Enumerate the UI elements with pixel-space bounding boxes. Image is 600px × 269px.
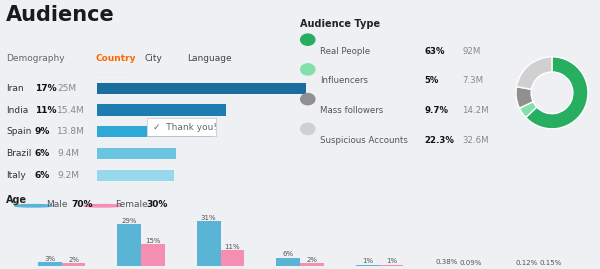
Text: Audience Type: Audience Type: [300, 19, 380, 29]
Text: 1%: 1%: [386, 259, 397, 264]
Text: 9%: 9%: [35, 127, 50, 136]
Text: 2%: 2%: [68, 257, 79, 263]
Bar: [62, 263, 85, 266]
Text: ✓  Thank you!: ✓ Thank you!: [152, 123, 217, 132]
Circle shape: [84, 204, 121, 207]
Text: 30%: 30%: [147, 200, 168, 209]
Text: Iran: Iran: [6, 84, 23, 93]
Text: Italy: Italy: [6, 171, 26, 180]
Text: 17%: 17%: [35, 84, 56, 93]
Text: 3%: 3%: [44, 256, 55, 261]
Text: 15.4M: 15.4M: [58, 106, 85, 115]
Text: Country: Country: [95, 54, 136, 63]
Bar: [141, 245, 165, 266]
Text: 6%: 6%: [35, 171, 50, 180]
Text: 0.09%: 0.09%: [460, 260, 482, 266]
Text: Male: Male: [46, 200, 67, 209]
Bar: [276, 258, 300, 266]
Bar: [300, 263, 324, 266]
Text: 32.6M: 32.6M: [462, 136, 488, 145]
Text: Suspicious Accounts: Suspicious Accounts: [320, 136, 408, 145]
Wedge shape: [526, 57, 588, 129]
Bar: [197, 221, 221, 266]
Text: 70%: 70%: [71, 200, 92, 209]
Text: 22.3%: 22.3%: [424, 136, 454, 145]
Circle shape: [301, 34, 315, 45]
Text: Language: Language: [188, 54, 232, 63]
Circle shape: [301, 123, 315, 134]
Text: 0.15%: 0.15%: [539, 260, 562, 266]
Text: Female: Female: [115, 200, 148, 209]
Text: 9.2M: 9.2M: [58, 171, 79, 180]
Text: 14.2M: 14.2M: [462, 106, 488, 115]
Wedge shape: [516, 87, 533, 108]
Text: 9.7%: 9.7%: [424, 106, 448, 115]
Text: 0.38%: 0.38%: [436, 259, 458, 265]
Text: Demography: Demography: [6, 54, 65, 63]
Text: Influencers: Influencers: [320, 76, 368, 85]
Bar: [379, 265, 403, 266]
Bar: [117, 224, 141, 266]
Text: 11%: 11%: [35, 106, 56, 115]
Text: 25M: 25M: [58, 84, 77, 93]
Wedge shape: [517, 57, 552, 89]
Bar: [221, 250, 244, 266]
Text: 63%: 63%: [424, 47, 445, 56]
Text: 5%: 5%: [424, 76, 439, 85]
Bar: [97, 148, 176, 159]
Wedge shape: [520, 102, 537, 118]
Text: 2%: 2%: [307, 257, 317, 263]
Text: 11%: 11%: [224, 244, 240, 250]
Bar: [356, 265, 379, 266]
Text: 6%: 6%: [35, 149, 50, 158]
Text: 1%: 1%: [362, 259, 373, 264]
Bar: [97, 83, 306, 94]
Text: Spain: Spain: [6, 127, 31, 136]
Text: Audience: Audience: [6, 5, 115, 25]
Circle shape: [301, 94, 315, 105]
Text: 7.3M: 7.3M: [462, 76, 483, 85]
Bar: [97, 104, 226, 116]
Text: 9.4M: 9.4M: [58, 149, 79, 158]
Text: Real People: Real People: [320, 47, 370, 56]
Circle shape: [301, 64, 315, 75]
Text: 29%: 29%: [121, 218, 137, 224]
Text: Mass followers: Mass followers: [320, 106, 383, 115]
Bar: [38, 262, 62, 266]
Text: 0.12%: 0.12%: [515, 260, 538, 266]
Text: Age: Age: [6, 195, 27, 205]
Text: 13.8M: 13.8M: [58, 127, 85, 136]
Text: 6%: 6%: [283, 251, 293, 257]
Text: 31%: 31%: [201, 215, 217, 221]
Circle shape: [14, 204, 52, 207]
Text: 15%: 15%: [145, 238, 161, 244]
Text: India: India: [6, 106, 28, 115]
Text: 92M: 92M: [462, 47, 481, 56]
Bar: [97, 170, 174, 181]
Text: Brazil: Brazil: [6, 149, 31, 158]
Bar: [97, 126, 212, 137]
Text: City: City: [145, 54, 163, 63]
